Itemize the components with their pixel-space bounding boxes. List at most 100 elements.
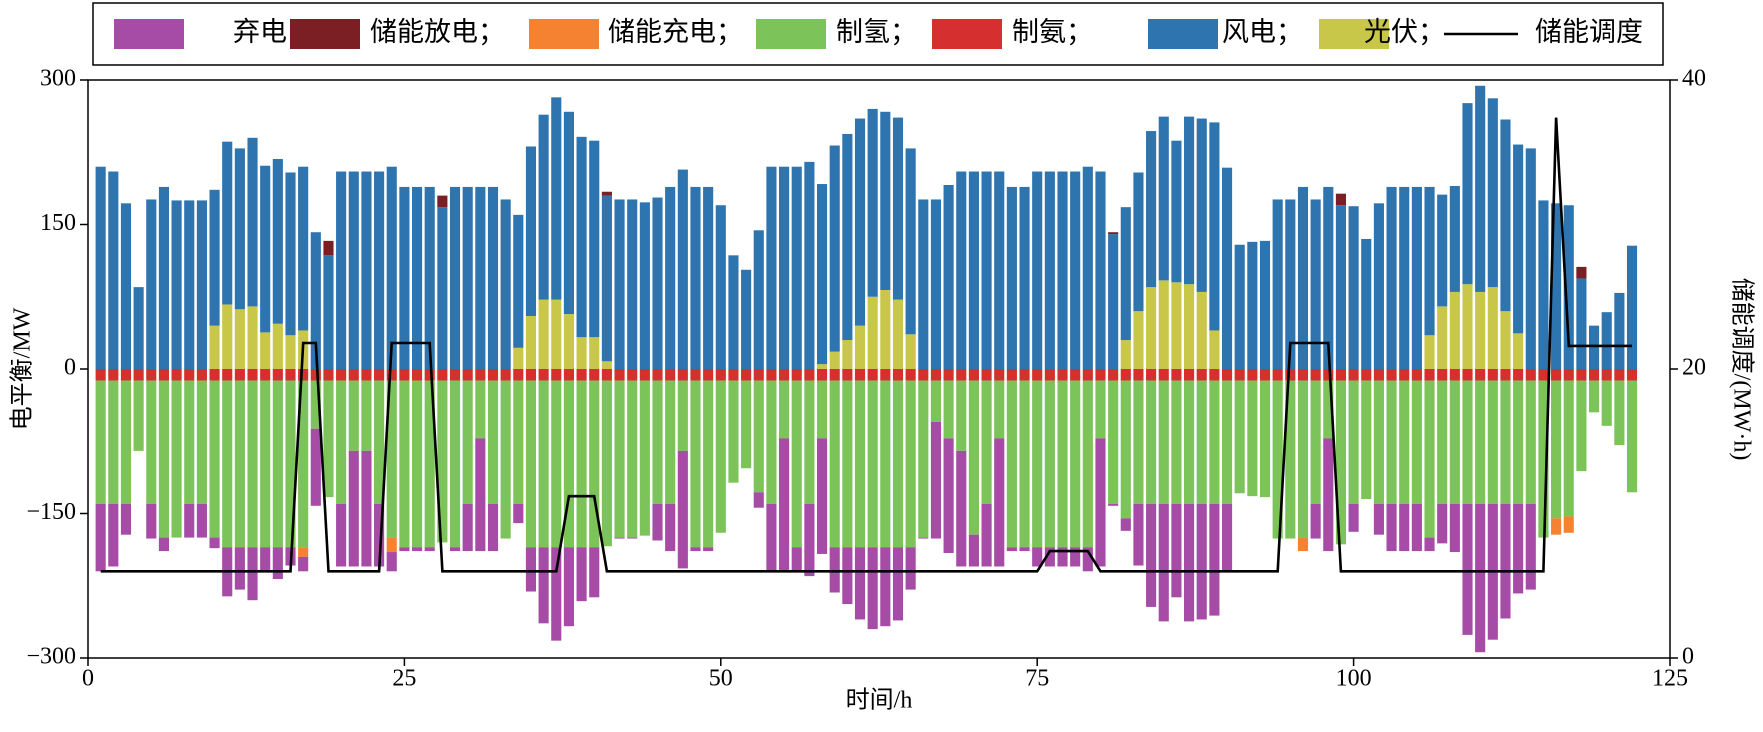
bar bbox=[1462, 103, 1473, 285]
bar bbox=[1335, 380, 1347, 545]
bar bbox=[551, 547, 562, 641]
bar bbox=[1120, 207, 1131, 341]
bar bbox=[234, 547, 245, 590]
bar bbox=[1209, 122, 1220, 331]
bar bbox=[209, 369, 220, 381]
bar bbox=[1399, 503, 1410, 552]
bar bbox=[158, 369, 169, 381]
bar bbox=[399, 186, 410, 369]
bar bbox=[437, 380, 448, 543]
bar bbox=[95, 369, 106, 381]
bar bbox=[703, 380, 714, 548]
bar bbox=[753, 369, 764, 381]
bar bbox=[437, 369, 448, 381]
bar bbox=[323, 255, 334, 369]
legend-swatch bbox=[529, 19, 599, 49]
bar bbox=[411, 186, 423, 369]
bar bbox=[627, 369, 638, 381]
bar bbox=[1551, 203, 1562, 369]
bar bbox=[1310, 199, 1321, 369]
bar bbox=[95, 166, 106, 369]
bar bbox=[1563, 205, 1574, 369]
bar bbox=[930, 369, 942, 381]
bar bbox=[1184, 116, 1195, 285]
bar bbox=[905, 334, 916, 369]
bar bbox=[146, 199, 157, 369]
bar bbox=[120, 369, 132, 381]
bar bbox=[1133, 369, 1144, 381]
bar bbox=[462, 186, 473, 369]
bar bbox=[475, 438, 486, 552]
bar bbox=[1576, 369, 1587, 381]
bar bbox=[336, 171, 347, 369]
bar bbox=[1082, 369, 1093, 381]
bar bbox=[1057, 380, 1068, 548]
bar bbox=[956, 369, 967, 381]
bar bbox=[285, 172, 296, 336]
bar bbox=[1221, 380, 1233, 504]
bar bbox=[1285, 380, 1296, 539]
bar bbox=[1247, 380, 1258, 497]
bar bbox=[842, 340, 853, 369]
bar bbox=[1487, 369, 1498, 381]
bar bbox=[728, 380, 739, 483]
bar bbox=[209, 325, 220, 369]
bar bbox=[728, 255, 739, 369]
bar bbox=[1563, 380, 1574, 517]
bar bbox=[601, 361, 612, 369]
bar bbox=[133, 287, 144, 369]
bar bbox=[158, 380, 169, 538]
bar bbox=[449, 369, 461, 381]
bar bbox=[1247, 241, 1258, 369]
bar bbox=[905, 547, 916, 590]
bar bbox=[652, 380, 663, 504]
bar bbox=[234, 309, 245, 369]
bar bbox=[1209, 369, 1220, 381]
bar bbox=[1133, 172, 1144, 312]
bar bbox=[614, 380, 625, 538]
bar bbox=[1475, 503, 1486, 653]
bar bbox=[1601, 312, 1612, 369]
bar bbox=[298, 166, 309, 331]
bar bbox=[715, 380, 726, 533]
bar bbox=[133, 380, 144, 451]
bar bbox=[260, 547, 271, 573]
bar bbox=[804, 161, 815, 369]
bar bbox=[892, 547, 904, 621]
bar bbox=[500, 199, 511, 369]
bar bbox=[905, 380, 916, 548]
bar bbox=[589, 337, 600, 369]
bar bbox=[576, 337, 587, 369]
bar bbox=[1297, 186, 1309, 369]
bar bbox=[1108, 380, 1119, 504]
bar bbox=[1133, 503, 1144, 566]
bar bbox=[525, 380, 537, 548]
bar bbox=[525, 547, 537, 592]
legend-label: 制氢； bbox=[836, 17, 917, 47]
bar bbox=[994, 380, 1005, 439]
bar bbox=[1108, 234, 1119, 369]
bar bbox=[943, 438, 954, 553]
bar bbox=[222, 304, 233, 369]
bar bbox=[1449, 185, 1460, 292]
y-tick-label: 0 bbox=[64, 355, 76, 381]
bar bbox=[171, 200, 182, 369]
bar bbox=[386, 166, 397, 369]
bar bbox=[1171, 503, 1182, 598]
legend-swatch bbox=[1319, 19, 1389, 49]
bar bbox=[1221, 167, 1233, 369]
bar bbox=[184, 503, 195, 538]
bar bbox=[614, 199, 625, 369]
bar bbox=[1310, 369, 1321, 381]
bar bbox=[665, 369, 676, 381]
bar bbox=[538, 369, 549, 381]
bar bbox=[525, 369, 537, 381]
bar bbox=[614, 537, 625, 539]
bar bbox=[1044, 380, 1055, 548]
bar bbox=[791, 369, 802, 381]
bar bbox=[234, 148, 245, 310]
bar bbox=[1234, 369, 1245, 381]
bar bbox=[981, 380, 992, 504]
bar bbox=[1626, 380, 1638, 493]
bar bbox=[1146, 380, 1157, 504]
